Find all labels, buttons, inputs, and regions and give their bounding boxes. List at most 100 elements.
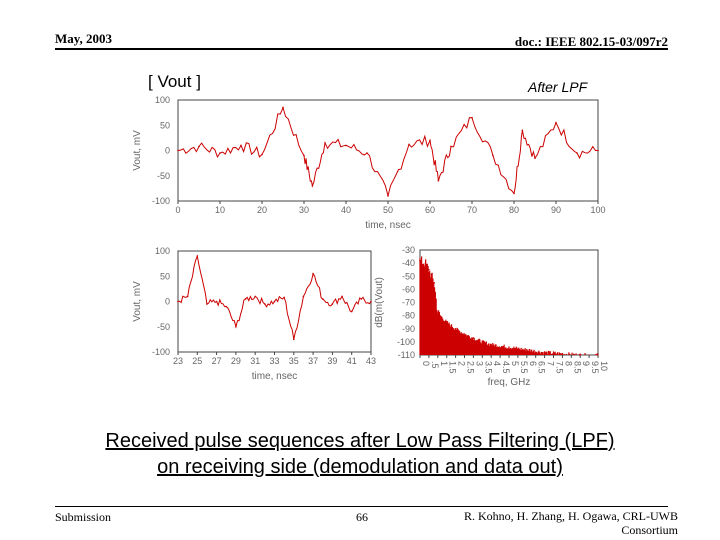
footer-authors-line-1: R. Kohno, H. Zhang, H. Ogawa, CRL-UWB — [464, 509, 678, 523]
br-point — [463, 333, 466, 335]
slide-caption: Received pulse sequences after Low Pass … — [40, 428, 680, 480]
bl-x-tick: 37 — [308, 356, 318, 366]
bl-x-tick: 23 — [173, 356, 183, 366]
br-point — [561, 352, 564, 355]
top-x-tick: 40 — [341, 205, 351, 215]
br-point — [428, 268, 430, 271]
top-x-tick: 50 — [383, 205, 393, 215]
top-point — [303, 154, 305, 157]
br-x-tick: 3.5 — [483, 361, 493, 374]
top-point — [387, 195, 389, 197]
footer-authors-line-2: Consortium — [621, 523, 678, 537]
bl-x-tick: 31 — [250, 356, 260, 366]
top-point — [219, 152, 221, 154]
br-x-tick: 8.5 — [572, 361, 582, 374]
top-point — [597, 149, 599, 152]
bl-x-tick: 33 — [269, 356, 279, 366]
top-point — [437, 180, 440, 182]
bl-point — [215, 300, 218, 303]
footer-rule — [55, 506, 668, 507]
br-point — [433, 282, 436, 284]
top-point — [576, 152, 578, 154]
br-point — [419, 259, 421, 262]
br-point — [445, 321, 448, 323]
caption-line-2: on receiving side (demodulation and data… — [157, 456, 563, 478]
top-point — [450, 145, 452, 148]
bl-point — [341, 295, 343, 298]
br-x-tick: 1 — [439, 361, 449, 366]
header-date: May, 2003 — [55, 31, 113, 46]
top-x-tick: 80 — [509, 205, 519, 215]
top-y-axis-label: Vout, mV — [132, 130, 143, 171]
br-y-tick: -90 — [402, 324, 415, 334]
top-x-tick: 90 — [551, 205, 561, 215]
br-y-axis-label: dB(m(Vout) — [374, 277, 385, 328]
br-x-tick: 3 — [474, 361, 484, 366]
br-y-tick: -70 — [402, 298, 415, 308]
top-y-tick: 100 — [155, 95, 170, 105]
br-point — [437, 312, 439, 314]
top-point — [513, 192, 515, 195]
top-point — [534, 157, 536, 159]
top-trace — [177, 106, 598, 197]
br-x-tick: 9 — [581, 361, 591, 366]
bl-point — [254, 295, 256, 298]
top-plot-frame — [177, 99, 599, 202]
vout-label: [ Vout ] — [148, 72, 201, 91]
bl-y-tick: 0 — [165, 297, 170, 307]
bl-point — [206, 303, 208, 305]
bl-x-tick: 41 — [347, 356, 357, 366]
bl-x-tick: 43 — [366, 356, 376, 366]
br-y-tick: -40 — [402, 258, 415, 268]
top-point — [177, 149, 179, 152]
top-x-tick: 20 — [257, 205, 267, 215]
br-x-tick: 10 — [599, 361, 609, 371]
br-point — [424, 262, 427, 264]
bl-y-axis-label: Vout, mV — [132, 281, 143, 322]
footer-page-number: 66 — [356, 510, 368, 524]
br-x-tick: 5 — [510, 361, 520, 366]
br-y-tick: -100 — [397, 337, 415, 347]
top-point — [282, 106, 284, 109]
br-point — [543, 351, 546, 354]
br-x-tick: 8 — [563, 361, 573, 366]
top-point — [492, 154, 494, 157]
top-point — [311, 185, 314, 187]
br-x-tick: 7.5 — [555, 361, 565, 374]
bl-x-tick: 39 — [327, 356, 337, 366]
bl-point — [177, 300, 179, 303]
br-point — [454, 327, 457, 330]
bl-y-tick: -50 — [157, 322, 170, 332]
bl-point — [360, 298, 363, 300]
bl-point — [235, 325, 237, 328]
bl-trace — [177, 254, 372, 340]
header-doc-id: doc.: IEEE 802.15-03/097r2 — [514, 34, 668, 49]
br-x-axis-label: freq, GHz — [488, 377, 531, 388]
bl-point — [321, 298, 324, 300]
top-point — [555, 121, 557, 124]
top-y-tick: -50 — [157, 171, 170, 181]
top-point — [429, 139, 431, 142]
br-x-tick: 6.5 — [537, 361, 547, 374]
br-y-tick: -30 — [402, 245, 415, 255]
br-y-tick: -50 — [402, 271, 415, 281]
br-point — [490, 343, 493, 346]
br-y-tick: -60 — [402, 284, 415, 294]
bl-x-axis-label: time, nsec — [252, 371, 298, 382]
br-point — [508, 346, 510, 348]
bl-x-tick: 27 — [212, 356, 222, 366]
br-x-tick: 5.5 — [519, 361, 529, 374]
bl-point — [331, 303, 334, 305]
top-x-tick: 70 — [467, 205, 477, 215]
top-y-tick: 0 — [165, 146, 170, 156]
top-point — [408, 143, 410, 146]
bl-point — [273, 300, 276, 303]
footer-authors: R. Kohno, H. Zhang, H. Ogawa, CRL-UWB Co… — [464, 509, 678, 537]
footer-submission: Submission — [55, 510, 112, 524]
top-point — [345, 144, 347, 147]
bl-y-tick: -100 — [152, 347, 170, 357]
bl-point — [302, 295, 305, 298]
top-x-axis-label: time, nsec — [365, 220, 411, 231]
top-point — [261, 153, 263, 156]
